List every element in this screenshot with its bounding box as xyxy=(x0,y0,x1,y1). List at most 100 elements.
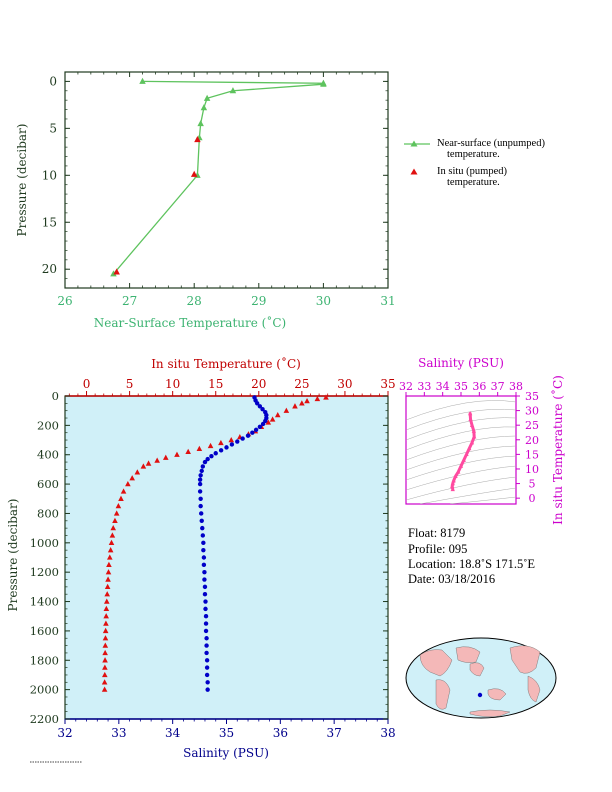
main-bottom-tick-label: 37 xyxy=(327,726,342,740)
temperature-point xyxy=(115,503,122,509)
temperature-point xyxy=(103,605,110,612)
unpumped-temperature-point xyxy=(229,87,237,94)
main-y-tick-label: 1400 xyxy=(30,595,59,609)
salinity-point xyxy=(202,577,207,582)
main-top-tick-label: 10 xyxy=(165,377,180,391)
legend xyxy=(404,140,430,175)
salinity-point xyxy=(204,643,209,648)
salinity-point xyxy=(202,592,208,597)
temperature-point xyxy=(154,457,160,463)
temperature-point xyxy=(314,395,321,402)
salinity-point xyxy=(197,477,203,482)
salinity-point xyxy=(224,445,229,450)
main-bottom-tick-label: 32 xyxy=(57,726,72,740)
salinity-point xyxy=(203,606,208,612)
temperature-point xyxy=(103,598,110,604)
temperature-point xyxy=(185,448,191,454)
salinity-point xyxy=(202,569,207,575)
top-y-tick-label: 20 xyxy=(42,262,57,276)
ts-top-tick-label: 34 xyxy=(436,380,450,393)
ts-point xyxy=(450,484,455,489)
date: Date: 03/18/2016 xyxy=(408,572,496,586)
salinity-point xyxy=(199,468,204,474)
main-y-tick-label: 2200 xyxy=(30,712,59,726)
main-y-tick-label: 2000 xyxy=(30,683,59,697)
unpumped-temperature-point xyxy=(139,77,146,84)
salinity-point xyxy=(201,555,207,560)
unpumped-temperature-point xyxy=(320,80,327,87)
top-x-tick-label: 26 xyxy=(57,294,72,308)
main-top-tick-label: 20 xyxy=(251,377,266,391)
temperature-point xyxy=(102,657,108,663)
salinity-point xyxy=(257,424,263,430)
main-y-tick-label: 1200 xyxy=(30,565,59,579)
salinity-point xyxy=(204,636,209,641)
temperature-point xyxy=(304,398,310,404)
ts-right-tick-label: 10 xyxy=(525,463,539,476)
salinity-point xyxy=(203,628,209,634)
world-map-inset xyxy=(405,637,557,719)
salinity-point xyxy=(201,540,206,546)
profile-id: Profile: 095 xyxy=(408,542,468,556)
salinity-point xyxy=(245,433,251,438)
ts-right-tick-label: 25 xyxy=(525,419,539,432)
temperature-point xyxy=(265,419,272,425)
main-top-tick-label: 25 xyxy=(294,377,309,391)
temperature-point xyxy=(104,583,111,590)
salinity-point xyxy=(205,680,210,685)
temperature-point xyxy=(162,454,169,460)
ts-top-tick-label: 33 xyxy=(417,380,431,393)
temperature-point xyxy=(228,436,235,443)
temperature-point xyxy=(109,532,116,538)
ts-right-tick-label: 20 xyxy=(525,434,539,447)
legend-pumped-triangle-icon xyxy=(410,168,418,175)
main-top-tick-label: 5 xyxy=(126,377,134,391)
temperature-point xyxy=(118,495,124,501)
top-x-tick-label: 29 xyxy=(251,294,266,308)
temperature-point xyxy=(129,475,135,481)
temperature-point xyxy=(102,649,108,656)
salinity-point xyxy=(204,650,209,656)
salinity-point xyxy=(198,503,203,509)
ts-point xyxy=(450,487,455,492)
temperature-point xyxy=(110,525,117,531)
ts-right-tick-label: 5 xyxy=(529,478,536,491)
top-y-tick-label: 5 xyxy=(49,121,57,135)
temperature-point xyxy=(102,627,109,634)
temperature-point xyxy=(269,416,276,422)
main-pressure-axis: 0 200 400 600 800 1000 1200 1400 1600 1800 2000 220… xyxy=(30,389,388,726)
ts-right-axis-label: In situ Temperature (˚C) xyxy=(550,375,565,525)
salinity-point xyxy=(213,451,218,456)
location: Location: 18.8˚S 171.5˚E xyxy=(408,557,536,571)
temperature-point xyxy=(102,635,109,641)
near-surface-temperature-panel: 26 27 28 29 30 31 0 5 10 15 20 Near-Surface Tempe… xyxy=(15,71,396,330)
salinity-point xyxy=(199,518,204,523)
temperature-point xyxy=(120,488,127,494)
salinity-point xyxy=(201,562,207,568)
ts-salinity-axis: 32 33 34 35 36 37 38 xyxy=(399,380,523,396)
temperature-point xyxy=(207,442,214,449)
main-bottom-tick-label: 33 xyxy=(111,726,126,740)
main-bottom-tick-label: 36 xyxy=(273,726,288,740)
top-y-axis: 0 5 10 15 20 xyxy=(42,71,388,289)
main-bottom-tick-label: 34 xyxy=(165,726,181,740)
temperature-point xyxy=(323,394,329,400)
ts-point xyxy=(464,451,469,457)
top-x-axis-label: Near-Surface Temperature (˚C) xyxy=(94,315,286,330)
unpumped-temperature-point xyxy=(203,94,211,101)
salinity-point xyxy=(218,448,224,453)
salinity-point xyxy=(200,464,206,469)
ts-point xyxy=(450,481,455,486)
ts-top-tick-label: 32 xyxy=(399,380,413,393)
profile-panel: 0 5 10 15 20 25 30 35 32 33 34 35 36 37 38 0 200 400 600… xyxy=(6,356,396,760)
ts-point xyxy=(451,478,456,483)
ts-top-tick-label: 38 xyxy=(509,380,523,393)
temperature-point xyxy=(103,613,109,619)
main-y-tick-label: 1600 xyxy=(30,624,59,638)
temperature-point xyxy=(104,591,110,597)
temperature-point xyxy=(113,510,120,516)
temperature-point xyxy=(106,554,113,560)
temperature-point xyxy=(292,403,298,409)
salinity-point xyxy=(257,404,263,409)
top-x-tick-label: 31 xyxy=(380,294,395,308)
